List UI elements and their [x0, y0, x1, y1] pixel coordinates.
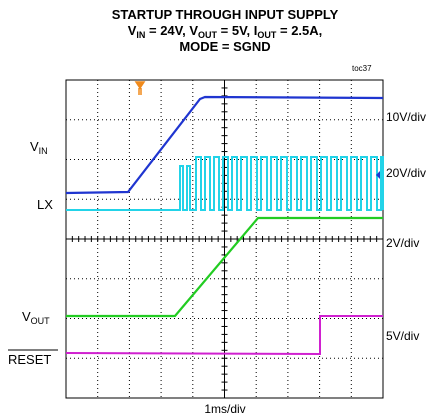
trigger-marker	[134, 81, 146, 95]
trace-label: VIN	[30, 139, 48, 156]
title-sub: IN	[136, 30, 145, 40]
label-sub: IN	[39, 146, 48, 156]
vout-trace	[66, 216, 383, 318]
label-part: V	[30, 139, 39, 154]
title-sub: OUT	[198, 30, 218, 40]
title-part: = 5V, I	[217, 23, 257, 38]
lx-trace	[66, 156, 384, 211]
scale-label: 20V/div	[386, 166, 426, 180]
label-part: V	[22, 309, 31, 324]
screen-frame	[65, 79, 384, 399]
trace-label: VOUT	[22, 309, 50, 326]
lx-ground-marker	[376, 171, 380, 179]
title-sub: OUT	[257, 30, 277, 40]
graticule	[66, 80, 383, 398]
title-line: VIN = 24V, VOUT = 5V, IOUT = 2.5A,	[128, 23, 323, 40]
title-line: MODE = SGND	[179, 39, 270, 54]
figure-id: toc37	[352, 64, 372, 73]
scale-label: 10V/div	[386, 110, 426, 124]
trace-label: LX	[37, 197, 53, 212]
trace-label: RESET	[8, 352, 51, 367]
time-scale: 1ms/div	[204, 402, 245, 416]
title-part: V	[128, 23, 137, 38]
reset-trace	[65, 315, 383, 356]
vin-trace	[65, 95, 384, 195]
scale-label: 5V/div	[386, 329, 419, 343]
waveforms	[65, 81, 384, 356]
title-part: = 24V, V	[145, 23, 198, 38]
scale-label: 2V/div	[386, 236, 419, 250]
label-sub: OUT	[31, 316, 51, 326]
title-part: = 2.5A,	[276, 23, 322, 38]
title-line: STARTUP THROUGH INPUT SUPPLY	[112, 7, 339, 22]
